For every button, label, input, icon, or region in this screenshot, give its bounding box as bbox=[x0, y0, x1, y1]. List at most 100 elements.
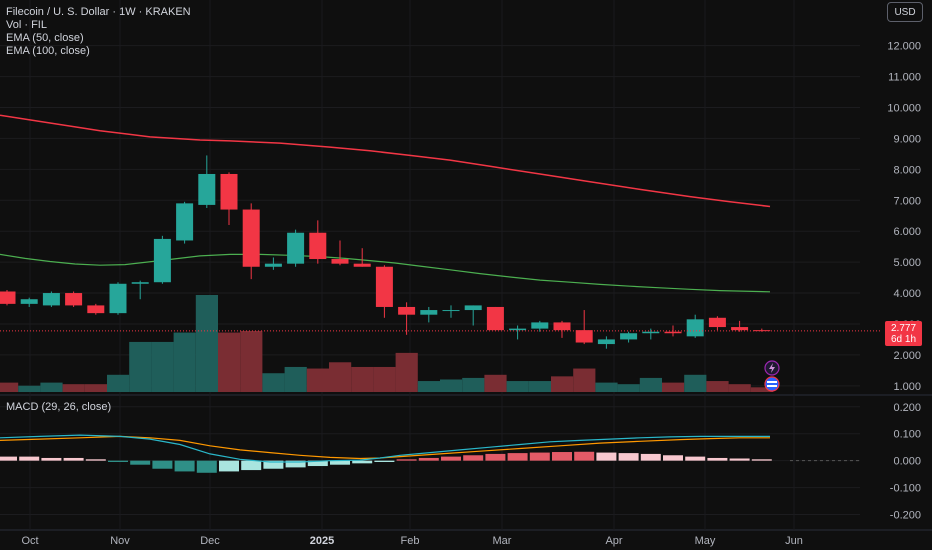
candle bbox=[42, 291, 60, 307]
volume-bar bbox=[728, 384, 751, 392]
candle bbox=[220, 172, 238, 226]
volume-bar bbox=[595, 382, 618, 392]
macd-histogram-bar bbox=[463, 455, 484, 461]
us-flag-icon bbox=[764, 376, 780, 392]
candle bbox=[420, 306, 438, 323]
candle bbox=[597, 336, 615, 349]
x-tick-label: Mar bbox=[493, 535, 512, 547]
volume-bar bbox=[306, 368, 329, 392]
macd-legend[interactable]: MACD (29, 26, close) bbox=[6, 401, 112, 413]
volume-bar bbox=[107, 374, 130, 392]
macd-histogram-bar bbox=[219, 460, 239, 472]
macd-histogram-bar bbox=[729, 458, 750, 461]
signal-line bbox=[0, 435, 770, 460]
volume-bar bbox=[151, 341, 174, 392]
volume-bar bbox=[373, 366, 396, 392]
ema50-line bbox=[0, 253, 771, 293]
volume-bar bbox=[617, 384, 640, 392]
price-tick-label: 1.000 bbox=[893, 381, 921, 393]
candle bbox=[287, 229, 305, 267]
event-markers[interactable] bbox=[764, 360, 780, 392]
macd-histogram-bar bbox=[707, 457, 728, 461]
candle bbox=[87, 303, 105, 315]
macd-histogram-bar bbox=[396, 459, 417, 461]
macd-tick-label: 0.000 bbox=[893, 456, 921, 468]
chart-title: Filecoin / U. S. Dollar · 1W · KRAKEN bbox=[6, 6, 191, 18]
price-tick-label: 2.000 bbox=[893, 350, 921, 362]
candle bbox=[620, 331, 638, 343]
volume-bar bbox=[62, 384, 85, 392]
bar-countdown: 6d 1h bbox=[890, 334, 917, 345]
ema100-legend[interactable]: EMA (100, close) bbox=[6, 45, 90, 57]
candle bbox=[575, 310, 593, 345]
candle bbox=[642, 328, 660, 340]
volume-bar bbox=[395, 352, 418, 392]
candle bbox=[509, 325, 527, 340]
volume-bar bbox=[417, 381, 440, 392]
candle bbox=[753, 328, 771, 332]
macd-histogram-bar bbox=[174, 460, 195, 472]
macd-histogram-bar bbox=[352, 460, 373, 464]
x-tick-label: Nov bbox=[110, 535, 130, 547]
candle bbox=[686, 314, 704, 338]
volume-bar bbox=[195, 295, 218, 392]
ema50-legend[interactable]: EMA (50, close) bbox=[6, 32, 84, 44]
volume-bar bbox=[284, 366, 307, 392]
gridlines bbox=[0, 0, 932, 531]
macd-histogram-bar bbox=[307, 460, 328, 467]
macd-histogram-bar bbox=[196, 460, 217, 473]
macd-histogram-bar bbox=[418, 457, 439, 461]
x-tick-label: Oct bbox=[21, 535, 38, 547]
candle bbox=[664, 325, 682, 337]
volume-bar bbox=[573, 368, 596, 392]
ema-lines bbox=[0, 114, 771, 293]
macd-pane bbox=[0, 434, 860, 473]
macd-histogram-bar bbox=[41, 457, 62, 461]
x-tick-label: Jun bbox=[785, 535, 803, 547]
x-tick-label: May bbox=[695, 535, 716, 547]
macd-histogram-bar bbox=[330, 460, 350, 465]
price-tick-label: 4.000 bbox=[893, 288, 921, 300]
volume-bar bbox=[484, 374, 507, 392]
price-tick-label: 7.000 bbox=[893, 195, 921, 207]
candle bbox=[486, 306, 504, 331]
x-tick-label: Feb bbox=[401, 535, 420, 547]
volume-bar bbox=[750, 387, 773, 392]
volume-bar bbox=[528, 381, 551, 392]
volume-bar bbox=[129, 341, 152, 392]
ema100-line bbox=[0, 114, 771, 208]
macd-histogram-bar bbox=[130, 460, 151, 465]
price-tick-label: 8.000 bbox=[893, 164, 921, 176]
volume-bar bbox=[351, 366, 374, 392]
macd-histogram-bar bbox=[0, 456, 17, 461]
macd-histogram-bar bbox=[263, 460, 284, 469]
x-tick-label: Apr bbox=[605, 535, 622, 547]
candle bbox=[20, 297, 38, 307]
macd-histogram-bar bbox=[640, 453, 661, 461]
price-tick-label: 9.000 bbox=[893, 133, 921, 145]
last-price-value: 2.777 bbox=[890, 323, 917, 334]
candle bbox=[242, 203, 260, 280]
macd-histogram-bar bbox=[241, 460, 262, 471]
volume-legend[interactable]: Vol · FIL bbox=[6, 19, 47, 31]
price-tick-label: 11.000 bbox=[888, 72, 921, 84]
candle bbox=[198, 155, 216, 208]
macd-histogram-bar bbox=[374, 460, 395, 462]
axes: 12.000 11.000 10.000 9.000 8.000 7.000 6.000 5.… bbox=[21, 41, 921, 547]
macd-histogram-bar bbox=[19, 456, 40, 461]
candle bbox=[442, 305, 460, 318]
macd-histogram-bar bbox=[596, 452, 617, 461]
macd-histogram-bar bbox=[285, 460, 306, 468]
macd-histogram-bar bbox=[618, 453, 639, 461]
candle bbox=[109, 282, 127, 315]
candle bbox=[531, 320, 549, 332]
currency-button[interactable]: USD bbox=[887, 2, 923, 22]
candle bbox=[731, 320, 749, 332]
price-tick-label: 10.000 bbox=[887, 102, 921, 114]
last-price-tag: 2.777 6d 1h bbox=[885, 321, 922, 346]
macd-tick-label: 0.100 bbox=[893, 429, 921, 441]
volume-bar bbox=[173, 332, 196, 392]
price-tick-label: 6.000 bbox=[893, 226, 921, 238]
volume-bar bbox=[662, 382, 685, 392]
